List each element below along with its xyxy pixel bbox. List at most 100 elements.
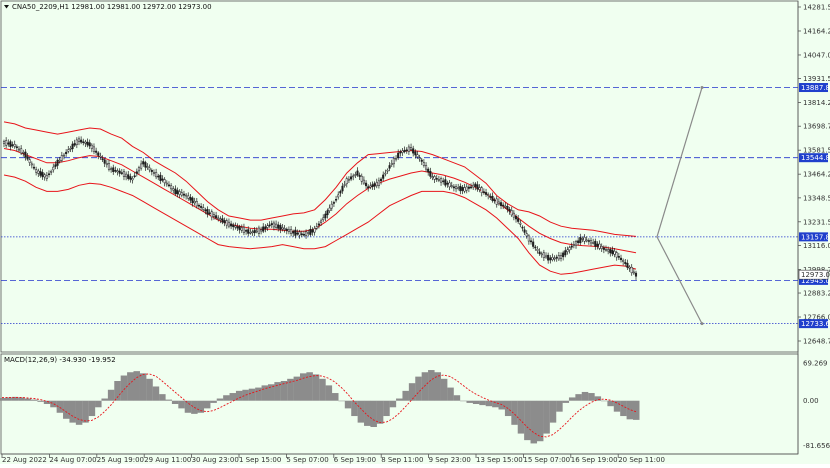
macd-bar bbox=[139, 373, 147, 401]
candle-body bbox=[176, 190, 179, 195]
candle-body bbox=[549, 257, 552, 261]
price-tick-label: 13931.50 bbox=[803, 75, 830, 83]
candle-body bbox=[142, 161, 145, 165]
candle-body bbox=[547, 254, 550, 261]
candle-body bbox=[611, 249, 614, 255]
candle-body bbox=[604, 248, 608, 251]
candle-body bbox=[529, 240, 533, 243]
candle-body bbox=[195, 201, 198, 207]
macd-bar bbox=[434, 372, 441, 401]
candle-body bbox=[472, 184, 475, 188]
candle-body bbox=[457, 187, 460, 189]
candle-body bbox=[22, 152, 25, 154]
candle-body bbox=[622, 259, 625, 262]
triangle-down-icon[interactable] bbox=[4, 5, 9, 9]
candle-body bbox=[527, 235, 530, 242]
candle-body bbox=[459, 185, 462, 192]
candle-body bbox=[517, 218, 520, 222]
macd-bar bbox=[255, 387, 262, 401]
candle-body bbox=[356, 170, 359, 176]
candle-body bbox=[39, 171, 42, 176]
candle-body bbox=[570, 245, 573, 248]
band-line bbox=[3, 174, 637, 275]
candle-body bbox=[174, 188, 177, 195]
candle-body bbox=[272, 222, 275, 228]
candle-body bbox=[270, 223, 273, 226]
candle-body bbox=[566, 249, 569, 252]
candle-body bbox=[105, 163, 108, 165]
candle-body bbox=[418, 157, 421, 160]
candle-body bbox=[30, 163, 33, 166]
level-label-box bbox=[799, 319, 828, 329]
candle-body bbox=[129, 176, 132, 180]
candle-body bbox=[613, 250, 616, 255]
candle-body bbox=[371, 184, 374, 188]
candle-body bbox=[225, 220, 228, 226]
current-price-label: 12973.00 bbox=[801, 271, 830, 279]
candle-body bbox=[200, 206, 203, 208]
price-tick-label: 14281.50 bbox=[803, 4, 830, 12]
time-tick-label: 1 Sep 15:00 bbox=[239, 456, 281, 464]
candle-body bbox=[551, 257, 554, 260]
price-tick-label: 13116.00 bbox=[803, 242, 830, 250]
candle-body bbox=[414, 151, 417, 156]
candle-body bbox=[223, 220, 226, 224]
candle-body bbox=[47, 173, 51, 176]
candle-body bbox=[354, 174, 357, 176]
candle-body bbox=[95, 150, 98, 153]
candle-body bbox=[277, 224, 280, 229]
candle-body bbox=[542, 252, 545, 258]
macd-bar bbox=[306, 372, 313, 401]
candle-body bbox=[266, 225, 269, 228]
candle-body bbox=[133, 175, 136, 177]
macd-bar bbox=[11, 396, 19, 401]
candle-body bbox=[127, 174, 130, 179]
candle-body bbox=[497, 201, 500, 205]
candle-body bbox=[137, 167, 141, 172]
candle-body bbox=[65, 151, 68, 154]
candle-body bbox=[101, 158, 104, 160]
macd-bar bbox=[114, 381, 121, 401]
candle-body bbox=[410, 147, 413, 150]
candle-body bbox=[125, 173, 128, 178]
candle-body bbox=[120, 172, 123, 174]
candle-body bbox=[461, 187, 464, 191]
candle-body bbox=[324, 213, 327, 219]
candle-body bbox=[403, 149, 406, 152]
macd-bar bbox=[5, 397, 12, 401]
candle-body bbox=[253, 229, 256, 234]
macd-bar bbox=[235, 390, 243, 401]
candle-body bbox=[444, 179, 447, 186]
candle-body bbox=[206, 209, 209, 215]
price-tick-label: 13231.50 bbox=[803, 218, 830, 226]
candle-body bbox=[88, 142, 91, 147]
candle-body bbox=[287, 229, 290, 232]
candle-body bbox=[600, 245, 603, 249]
candle-body bbox=[9, 141, 12, 147]
candle-body bbox=[275, 223, 278, 228]
price-tick-label: 14164.25 bbox=[803, 27, 830, 35]
time-tick-label: 22 Aug 2022 bbox=[2, 456, 47, 464]
macd-bar bbox=[184, 400, 192, 413]
candle-body bbox=[118, 170, 121, 174]
candle-body bbox=[146, 166, 149, 168]
candle-body bbox=[80, 139, 83, 143]
price-tick-label: 13698.75 bbox=[803, 123, 830, 131]
candle-body bbox=[313, 228, 316, 233]
macd-bar bbox=[613, 400, 621, 412]
candle-body bbox=[84, 141, 87, 144]
candle-body bbox=[442, 180, 445, 183]
candle-body bbox=[20, 148, 23, 154]
candle-body bbox=[493, 199, 496, 202]
candle-body bbox=[339, 191, 342, 194]
macd-pane[interactable] bbox=[0, 353, 799, 455]
candle-body bbox=[592, 242, 595, 244]
candle-body bbox=[86, 141, 89, 146]
candle-body bbox=[219, 218, 222, 221]
symbol-info: CNA50_2209,H1 12981.00 12981.00 12972.00… bbox=[12, 3, 212, 11]
candle-body bbox=[465, 186, 468, 191]
candle-body bbox=[262, 226, 265, 232]
macd-bar bbox=[0, 397, 6, 401]
candle-body bbox=[268, 224, 271, 227]
candle-body bbox=[144, 162, 147, 168]
